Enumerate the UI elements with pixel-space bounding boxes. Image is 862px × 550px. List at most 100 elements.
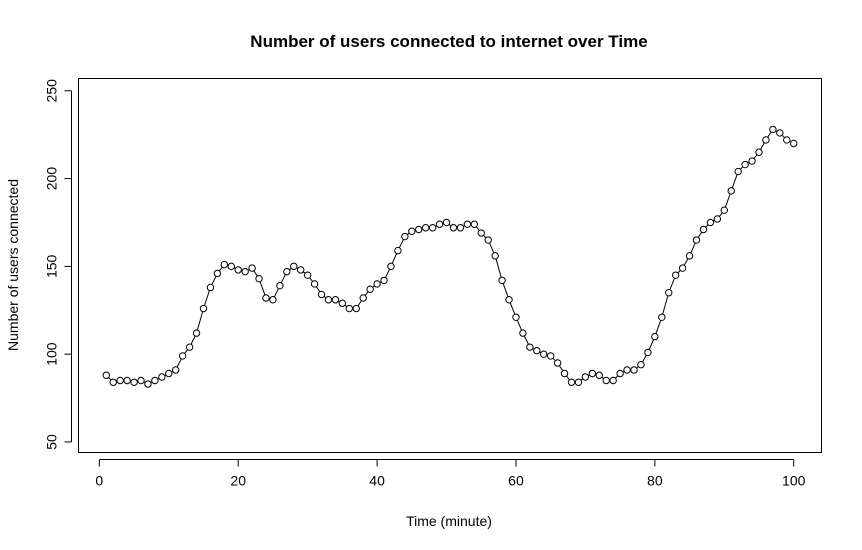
data-point: [692, 236, 701, 244]
data-point: [283, 267, 291, 276]
data-point: [734, 167, 742, 176]
data-point: [602, 376, 610, 385]
data-point: [769, 125, 777, 134]
data-point: [248, 264, 256, 272]
data-point: [185, 343, 194, 351]
data-point: [172, 366, 180, 374]
series-layer: [102, 125, 798, 388]
x-tick-label: 60: [508, 473, 524, 489]
data-point: [609, 376, 617, 385]
data-point: [116, 376, 124, 385]
data-point: [144, 380, 152, 388]
x-axis: 0 20 40 60 80 100: [95, 459, 806, 489]
chart-title: Number of users connected to internet ov…: [250, 32, 647, 51]
data-point: [540, 350, 548, 358]
y-axis: 50 100 150 200 250: [44, 79, 72, 450]
y-tick-label: 250: [44, 79, 60, 103]
data-point: [435, 220, 444, 228]
data-point: [331, 296, 340, 304]
data-point: [755, 148, 763, 156]
data-point: [317, 290, 326, 299]
data-point: [526, 343, 534, 351]
data-point: [109, 378, 117, 386]
data-point: [123, 376, 131, 385]
data-point: [206, 283, 215, 292]
data-point: [616, 369, 624, 378]
data-point: [380, 276, 388, 285]
data-point: [178, 352, 187, 360]
data-point: [560, 369, 569, 378]
x-tick-label: 80: [647, 473, 663, 489]
data-point: [449, 224, 458, 232]
data-point: [442, 218, 451, 227]
data-point: [574, 378, 583, 386]
data-point: [783, 136, 791, 144]
data-point: [373, 280, 381, 288]
data-point: [428, 224, 437, 232]
data-point: [588, 369, 597, 378]
data-point: [297, 266, 305, 274]
data-point: [422, 224, 430, 232]
data-point: [741, 160, 749, 169]
data-point: [713, 215, 722, 223]
data-point: [581, 373, 590, 381]
data-point: [491, 252, 499, 260]
data-point: [199, 304, 208, 313]
y-tick-label: 50: [44, 434, 60, 450]
data-point: [366, 285, 374, 293]
data-point: [192, 329, 201, 337]
x-tick-label: 100: [782, 473, 806, 489]
data-point: [658, 313, 666, 321]
data-point: [533, 346, 541, 355]
data-point: [220, 260, 229, 269]
data-point: [470, 220, 478, 228]
data-point: [505, 296, 513, 304]
data-point: [290, 262, 298, 271]
x-axis-label: Time (minute): [406, 513, 492, 529]
data-point: [699, 225, 708, 234]
data-point: [234, 266, 242, 274]
data-point: [519, 329, 527, 337]
data-point: [651, 332, 659, 341]
data-point: [401, 232, 409, 241]
data-point: [553, 359, 562, 367]
data-point: [727, 187, 735, 195]
data-point: [227, 262, 235, 271]
data-point: [269, 296, 277, 304]
data-point: [748, 157, 756, 165]
x-tick-label: 20: [230, 473, 246, 489]
data-point: [637, 361, 645, 369]
data-point: [623, 366, 631, 374]
data-point: [678, 264, 687, 272]
y-tick-label: 200: [44, 167, 60, 191]
data-point: [255, 274, 263, 283]
data-point: [484, 236, 492, 244]
data-point: [456, 224, 465, 232]
y-tick-label: 150: [44, 254, 60, 278]
data-point: [359, 294, 367, 302]
data-point: [415, 225, 423, 234]
data-point: [102, 371, 110, 379]
data-point: [130, 378, 138, 386]
data-point: [706, 218, 715, 227]
data-point: [262, 294, 270, 302]
data-point: [512, 313, 520, 321]
data-point: [137, 376, 145, 385]
data-point: [685, 252, 694, 260]
data-point: [303, 271, 312, 279]
data-point: [408, 227, 416, 235]
series-line: [108, 130, 792, 384]
data-point: [595, 371, 603, 379]
data-point: [345, 304, 354, 313]
data-point: [665, 289, 673, 297]
data-point: [276, 281, 284, 290]
y-axis-label: Number of users connected: [5, 179, 21, 351]
x-tick-label: 0: [95, 473, 103, 489]
plot-frame: [78, 78, 822, 453]
data-point: [762, 136, 770, 144]
data-point: [151, 376, 159, 385]
data-point: [241, 267, 249, 276]
data-point: [790, 139, 798, 148]
